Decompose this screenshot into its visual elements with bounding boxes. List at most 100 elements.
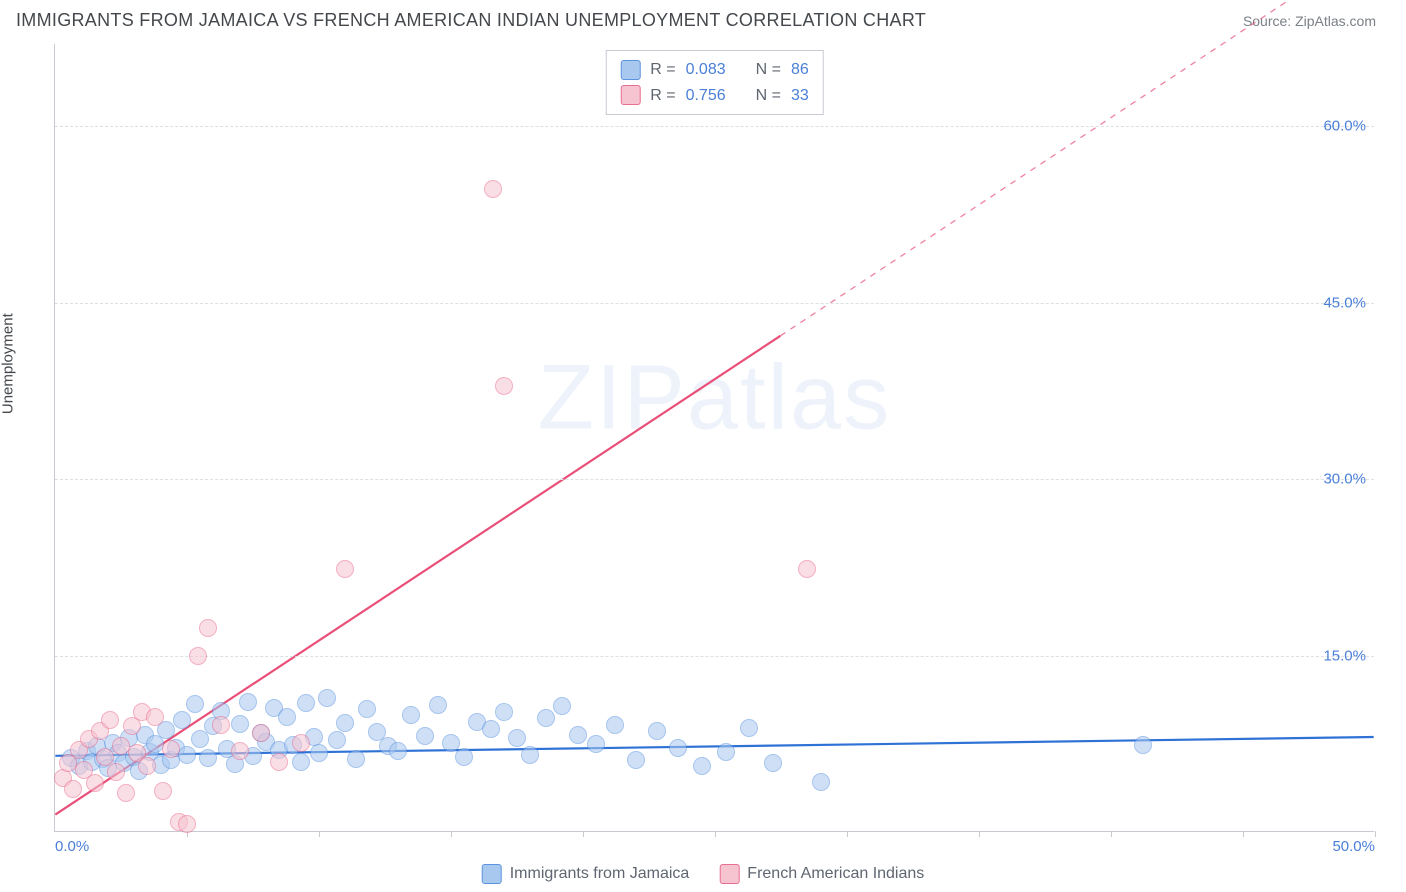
- x-tick-mark: [1243, 831, 1244, 837]
- legend-n-value: 33: [791, 83, 809, 109]
- scatter-point: [173, 711, 191, 729]
- scatter-point: [537, 709, 555, 727]
- legend-n-label: N =: [756, 83, 781, 109]
- scatter-point: [1134, 736, 1152, 754]
- legend-item: Immigrants from Jamaica: [482, 864, 690, 884]
- scatter-point: [231, 742, 249, 760]
- scatter-point: [107, 763, 125, 781]
- scatter-point: [484, 180, 502, 198]
- correlation-legend: R = 0.083 N = 86 R = 0.756 N = 33: [605, 50, 824, 115]
- scatter-point: [429, 696, 447, 714]
- scatter-point: [189, 647, 207, 665]
- chart-source: Source: ZipAtlas.com: [1243, 13, 1376, 29]
- scatter-point: [318, 689, 336, 707]
- scatter-point: [186, 695, 204, 713]
- y-tick-label: 45.0%: [1323, 294, 1366, 311]
- legend-label: Immigrants from Jamaica: [510, 865, 690, 883]
- scatter-point: [336, 560, 354, 578]
- series-legend: Immigrants from Jamaica French American …: [472, 862, 935, 886]
- legend-r-label: R =: [650, 83, 675, 109]
- gridline: [55, 479, 1374, 480]
- x-tick-mark: [715, 831, 716, 837]
- scatter-point: [798, 560, 816, 578]
- y-tick-label: 60.0%: [1323, 118, 1366, 135]
- trend-lines: [55, 44, 1374, 831]
- scatter-point: [416, 727, 434, 745]
- x-tick-mark: [847, 831, 848, 837]
- scatter-point: [146, 708, 164, 726]
- legend-row: R = 0.756 N = 33: [620, 83, 809, 109]
- x-tick-mark: [451, 831, 452, 837]
- chart-title: IMMIGRANTS FROM JAMAICA VS FRENCH AMERIC…: [16, 10, 926, 31]
- legend-n-label: N =: [756, 57, 781, 83]
- scatter-point: [669, 739, 687, 757]
- scatter-point: [138, 757, 156, 775]
- legend-r-value: 0.083: [686, 57, 726, 83]
- scatter-point: [252, 724, 270, 742]
- y-tick-label: 15.0%: [1323, 647, 1366, 664]
- y-axis-label: Unemployment: [0, 313, 17, 414]
- scatter-point: [812, 773, 830, 791]
- scatter-point: [101, 711, 119, 729]
- scatter-point: [347, 750, 365, 768]
- scatter-point: [358, 700, 376, 718]
- scatter-point: [162, 740, 180, 758]
- scatter-point: [86, 774, 104, 792]
- scatter-point: [764, 754, 782, 772]
- x-tick-label: 50.0%: [1332, 838, 1375, 855]
- x-tick-label: 0.0%: [55, 838, 89, 855]
- scatter-point: [292, 753, 310, 771]
- scatter-point: [199, 749, 217, 767]
- scatter-point: [587, 735, 605, 753]
- x-tick-mark: [319, 831, 320, 837]
- scatter-point: [442, 734, 460, 752]
- scatter-point: [648, 722, 666, 740]
- scatter-point: [297, 694, 315, 712]
- scatter-point: [178, 815, 196, 833]
- legend-item: French American Indians: [719, 864, 924, 884]
- x-tick-mark: [583, 831, 584, 837]
- scatter-point: [389, 742, 407, 760]
- scatter-point: [482, 720, 500, 738]
- scatter-point: [328, 731, 346, 749]
- scatter-point: [199, 619, 217, 637]
- scatter-point: [606, 716, 624, 734]
- scatter-point: [402, 706, 420, 724]
- scatter-point: [310, 744, 328, 762]
- scatter-point: [154, 782, 172, 800]
- gridline: [55, 303, 1374, 304]
- legend-row: R = 0.083 N = 86: [620, 57, 809, 83]
- gridline: [55, 656, 1374, 657]
- scatter-point: [292, 734, 310, 752]
- x-tick-mark: [979, 831, 980, 837]
- watermark: ZIPatlas: [538, 346, 891, 451]
- scatter-point: [178, 746, 196, 764]
- y-tick-label: 30.0%: [1323, 471, 1366, 488]
- scatter-point: [521, 746, 539, 764]
- legend-r-label: R =: [650, 57, 675, 83]
- scatter-point: [239, 693, 257, 711]
- scatter-point: [231, 715, 249, 733]
- legend-r-value: 0.756: [686, 83, 726, 109]
- scatter-point: [336, 714, 354, 732]
- chart-header: IMMIGRANTS FROM JAMAICA VS FRENCH AMERIC…: [0, 0, 1406, 35]
- x-tick-mark: [1375, 831, 1376, 837]
- gridline: [55, 126, 1374, 127]
- scatter-point: [740, 719, 758, 737]
- scatter-point: [508, 729, 526, 747]
- chart-plot-area: ZIPatlas R = 0.083 N = 86 R = 0.756 N = …: [54, 44, 1374, 832]
- legend-n-value: 86: [791, 57, 809, 83]
- scatter-point: [455, 748, 473, 766]
- scatter-point: [553, 697, 571, 715]
- scatter-point: [693, 757, 711, 775]
- legend-label: French American Indians: [747, 865, 924, 883]
- scatter-point: [64, 780, 82, 798]
- scatter-point: [278, 708, 296, 726]
- legend-swatch-blue: [620, 60, 640, 80]
- legend-swatch-pink: [620, 85, 640, 105]
- scatter-point: [495, 703, 513, 721]
- scatter-point: [717, 743, 735, 761]
- scatter-point: [212, 716, 230, 734]
- scatter-point: [270, 753, 288, 771]
- scatter-point: [117, 784, 135, 802]
